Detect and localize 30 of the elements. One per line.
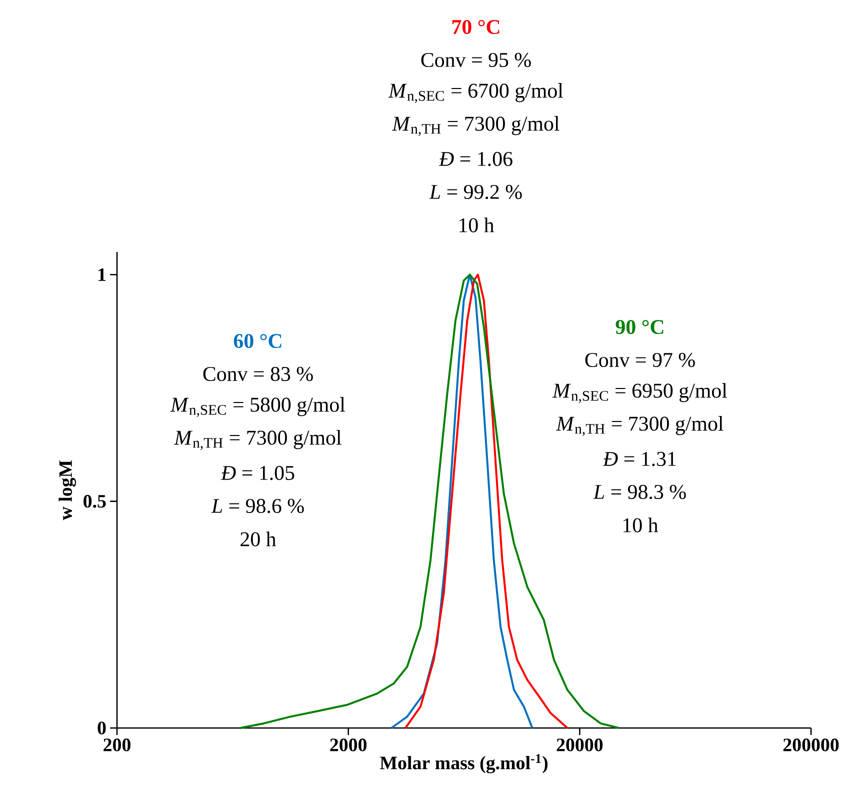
annotation: M$_{n,SEC}$ = 5800 g/mol xyxy=(170,397,346,417)
x-tick-label: 20000 xyxy=(556,738,603,752)
text: Conv = 95 % xyxy=(421,52,531,68)
annotation: M$_{n,SEC}$ = 6950 g/mol xyxy=(552,383,728,403)
text: 60 °C xyxy=(234,334,282,348)
y-axis-title: w logM xyxy=(58,460,76,520)
annotation: L = 98.3 % xyxy=(593,484,686,500)
annotation: Conv = 97 % xyxy=(585,352,695,368)
annotation: L = 98.6 % xyxy=(211,498,304,514)
x-tick-label: 200000 xyxy=(783,738,839,752)
annotation: 20 h xyxy=(240,532,276,546)
text: 90 °C xyxy=(616,320,664,334)
annotation: Đ = 1.31 xyxy=(602,452,676,466)
y-tick-label: 0 xyxy=(98,722,106,734)
annotation: M$_{n,TH}$ = 7300 g/mol xyxy=(174,430,342,450)
annotation: Conv = 83 % xyxy=(203,366,313,382)
annotation: Đ = 1.05 xyxy=(220,466,294,480)
annotation: M$_{n,TH}$ = 7300 g/mol xyxy=(556,416,724,436)
text: Đ = 1.06 xyxy=(438,152,512,166)
y-tick-label: 1 xyxy=(98,268,106,281)
text: M$_{n,TH}$ = 7300 g/mol xyxy=(392,116,560,136)
x-tick-label: 200 xyxy=(104,738,130,752)
text: L = 99.2 % xyxy=(429,184,522,200)
text: 70 °C xyxy=(452,20,500,34)
text: M$_{n,SEC}$ = 6700 g/mol xyxy=(388,83,564,103)
y-tick-label: 0.5 xyxy=(84,494,106,508)
annotation: 10 h xyxy=(624,518,658,532)
text: Molar mass (g.mol$^{-1}$) xyxy=(380,754,548,774)
text: 10 h xyxy=(460,218,494,232)
x-tick-label: 2000 xyxy=(330,738,367,752)
